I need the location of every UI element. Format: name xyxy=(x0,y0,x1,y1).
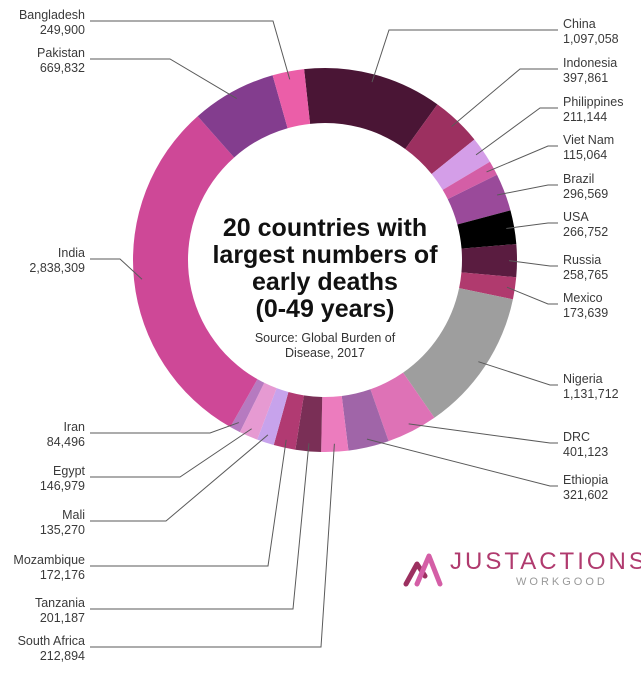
label-name-brazil: Brazil xyxy=(563,172,594,186)
chart-title-line-1: 20 countries with xyxy=(223,214,427,242)
just-actions-logo: JUSTACTIONS WORKGOOD xyxy=(403,548,641,594)
slice-philippines xyxy=(431,139,490,190)
label-value-tanzania: 201,187 xyxy=(40,611,85,625)
leader-line-india xyxy=(90,258,143,280)
label-value-south-africa: 212,894 xyxy=(40,649,85,663)
label-name-south-africa: South Africa xyxy=(18,634,85,648)
label-name-china: China xyxy=(563,17,596,31)
leader-line-south-africa xyxy=(90,443,335,648)
chart-source-line-1: Source: Global Burden of xyxy=(255,331,396,345)
slice-south-africa xyxy=(321,395,349,452)
label-value-china: 1,097,058 xyxy=(563,32,619,46)
label-value-ethiopia: 321,602 xyxy=(563,488,608,502)
label-value-egypt: 146,979 xyxy=(40,479,85,493)
slice-bangladesh xyxy=(272,69,311,129)
label-name-pakistan: Pakistan xyxy=(37,46,85,60)
slice-usa xyxy=(457,210,517,249)
label-value-usa: 266,752 xyxy=(563,225,608,239)
label-name-mexico: Mexico xyxy=(563,291,603,305)
slice-brazil xyxy=(447,174,511,225)
slice-egypt xyxy=(239,382,277,440)
label-name-mali: Mali xyxy=(62,508,85,522)
label-value-viet-nam: 115,064 xyxy=(563,148,607,162)
label-name-india: India xyxy=(58,246,85,260)
label-value-drc: 401,123 xyxy=(563,445,608,459)
donut-slices xyxy=(132,68,517,452)
chart-title-line-2: largest numbers of xyxy=(212,241,438,269)
chart-source-line-2: Disease, 2017 xyxy=(285,346,365,360)
label-name-indonesia: Indonesia xyxy=(563,56,617,70)
slice-mali xyxy=(257,388,289,446)
leader-line-russia xyxy=(508,260,558,267)
slice-pakistan xyxy=(197,75,288,158)
leader-line-mozambique xyxy=(90,439,287,567)
label-name-mozambique: Mozambique xyxy=(13,553,85,567)
slice-china xyxy=(304,68,438,149)
leader-line-brazil xyxy=(497,184,558,196)
leader-line-tanzania xyxy=(90,443,310,610)
slice-ethiopia xyxy=(341,389,389,451)
slice-tanzania xyxy=(295,395,323,452)
label-name-viet-nam: Viet Nam xyxy=(563,133,614,147)
leader-line-philippines xyxy=(475,107,558,156)
label-value-india: 2,838,309 xyxy=(29,261,85,275)
center-text: 20 countries with largest numbers of ear… xyxy=(212,214,438,360)
label-name-nigeria: Nigeria xyxy=(563,372,603,386)
leader-line-iran xyxy=(90,422,239,434)
leader-line-ethiopia xyxy=(366,438,558,487)
leader-line-drc xyxy=(408,423,558,444)
slice-iran xyxy=(230,379,265,433)
leader-line-indonesia xyxy=(451,68,558,127)
leader-line-usa xyxy=(506,222,558,229)
label-value-indonesia: 397,861 xyxy=(563,71,608,85)
label-name-ethiopia: Ethiopia xyxy=(563,473,608,487)
label-value-pakistan: 669,832 xyxy=(40,61,85,75)
label-name-iran: Iran xyxy=(63,420,85,434)
slice-mexico xyxy=(459,272,517,300)
slice-drc xyxy=(370,372,435,442)
logo-mark-icon xyxy=(403,553,443,587)
leader-line-mali xyxy=(90,434,269,522)
leader-lines xyxy=(90,20,558,648)
label-value-mali: 135,270 xyxy=(40,523,85,537)
chart-title-line-4: (0-49 years) xyxy=(256,295,395,323)
label-name-tanzania: Tanzania xyxy=(35,596,85,610)
leader-line-china xyxy=(371,29,558,83)
label-value-philippines: 211,144 xyxy=(563,110,607,124)
leader-line-pakistan xyxy=(90,58,237,100)
slice-mozambique xyxy=(273,392,304,450)
label-value-mozambique: 172,176 xyxy=(40,568,85,582)
label-value-iran: 84,496 xyxy=(47,435,85,449)
label-value-bangladesh: 249,900 xyxy=(40,23,85,37)
leader-line-mexico xyxy=(506,286,558,305)
label-name-philippines: Philippines xyxy=(563,95,623,109)
slice-viet-nam xyxy=(442,161,498,200)
leader-line-egypt xyxy=(90,428,252,478)
label-name-egypt: Egypt xyxy=(53,464,85,478)
label-value-brazil: 296,569 xyxy=(563,187,608,201)
logo-brand-sub: WORKGOOD xyxy=(516,576,608,588)
label-name-bangladesh: Bangladesh xyxy=(19,8,85,22)
label-name-russia: Russia xyxy=(563,253,601,267)
slice-russia xyxy=(461,244,517,278)
slice-india xyxy=(132,116,258,428)
leader-line-bangladesh xyxy=(90,20,291,80)
label-value-mexico: 173,639 xyxy=(563,306,608,320)
label-name-drc: DRC xyxy=(563,430,590,444)
leader-line-nigeria xyxy=(478,361,558,386)
slice-nigeria xyxy=(403,288,513,418)
label-name-usa: USA xyxy=(563,210,589,224)
logo-brand-main: JUSTACTIONS xyxy=(450,548,641,575)
leader-line-viet-nam xyxy=(486,145,558,173)
chart-title-line-3: early deaths xyxy=(252,268,398,296)
label-value-nigeria: 1,131,712 xyxy=(563,387,619,401)
label-value-russia: 258,765 xyxy=(563,268,608,282)
